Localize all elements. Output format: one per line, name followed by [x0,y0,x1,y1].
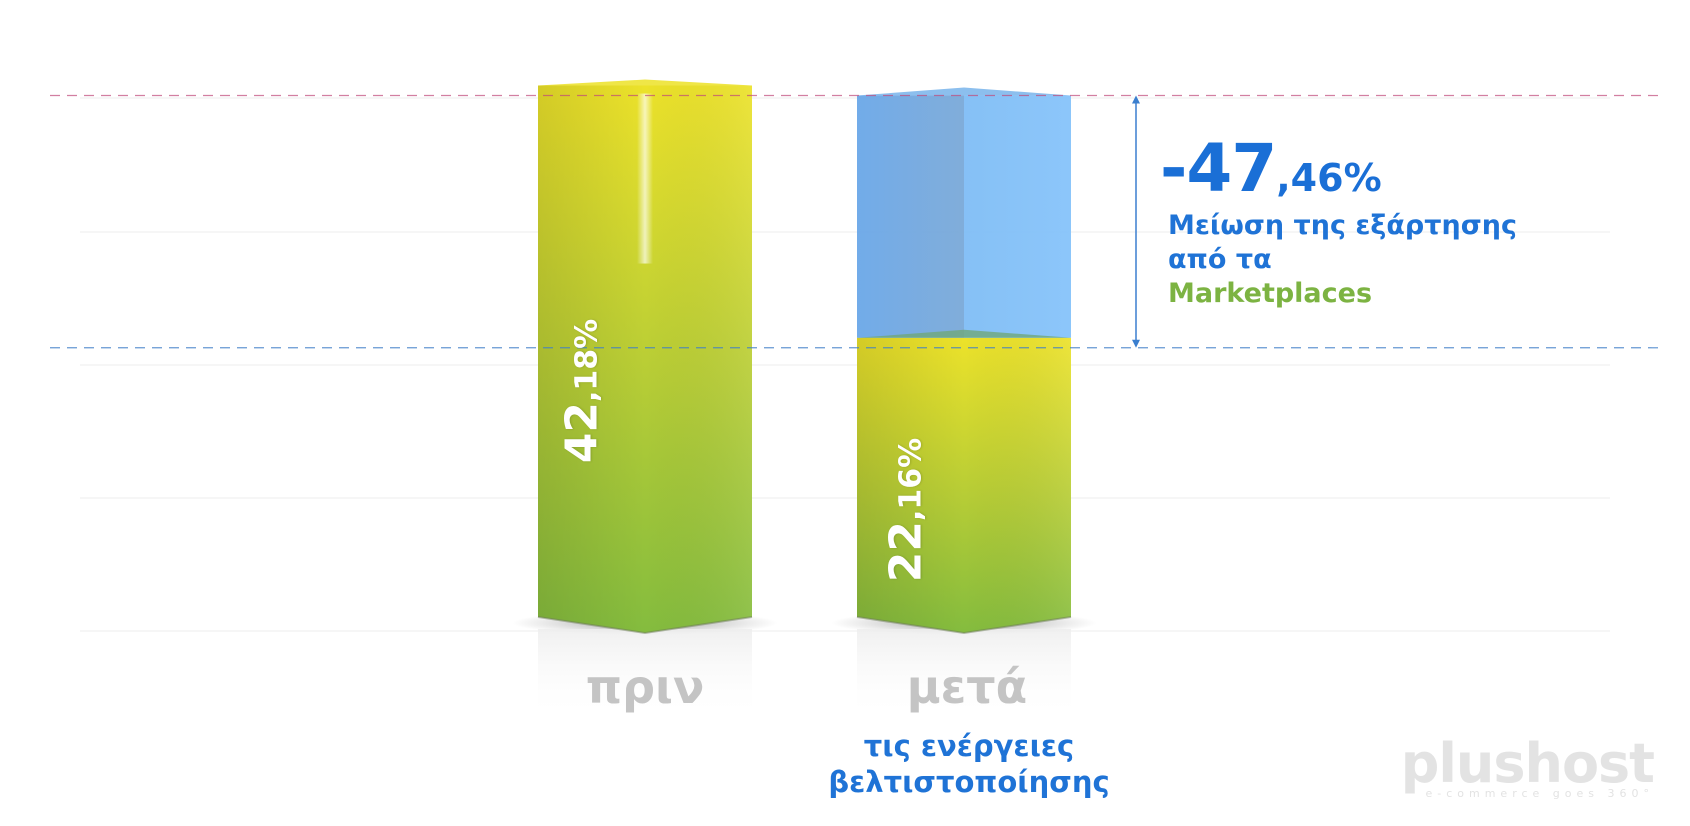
value-decimal: ,18% [569,318,605,402]
category-label-before: πριν [585,660,705,714]
sublabel-line-1: τις ενέργειες [863,729,1075,763]
category-label-after: μετά [906,660,1028,714]
sublabel-line-2: βελτιστοποίησης [828,765,1110,799]
bar-reflection [538,629,752,719]
change-desc-line-2: από τα Marketplaces [1168,243,1517,311]
bar-base-edge [856,616,1072,635]
change-integer: -47 [1160,130,1277,207]
bar-side-shading [857,337,1071,633]
bar-side-shading [538,85,752,634]
logo-name: plushost [1400,732,1655,795]
change-description: Μείωση της εξάρτησης από τα Marketplaces [1168,209,1517,311]
change-annotation: -47,46% Μείωση της εξάρτησης από τα Mark… [1160,130,1517,311]
change-arrow-head-up [1132,95,1140,104]
value-integer: 22 [880,520,932,582]
change-arrow-head-down [1132,339,1140,348]
change-desc-line-1: Μείωση της εξάρτησης [1168,210,1517,241]
bar-highlight [637,93,653,264]
category-sublabel: τις ενέργειες βελτιστοποίησης [828,728,1109,800]
change-decimal: ,46% [1276,156,1382,200]
change-value: -47,46% [1160,130,1517,207]
value-decimal: ,16% [893,437,929,521]
bar-value-label-after: 22,16% [881,438,932,582]
change-desc-highlight: Marketplaces [1168,278,1373,309]
bar-top-cap [857,329,1071,338]
bar-base-edge [537,616,753,635]
reduction-top-cap [857,87,1071,96]
value-integer: 42 [556,401,608,463]
change-desc-prefix: από τα [1168,244,1272,275]
reduction-segment [857,95,1071,338]
plushost-logo: plushost e-commerce goes 360° [1400,732,1655,801]
logo-tagline: e-commerce goes 360° [1425,787,1654,800]
bar-reflection [857,629,1071,719]
bar-value-label-before: 42,18% [557,318,608,462]
bar-top-cap [538,79,752,86]
